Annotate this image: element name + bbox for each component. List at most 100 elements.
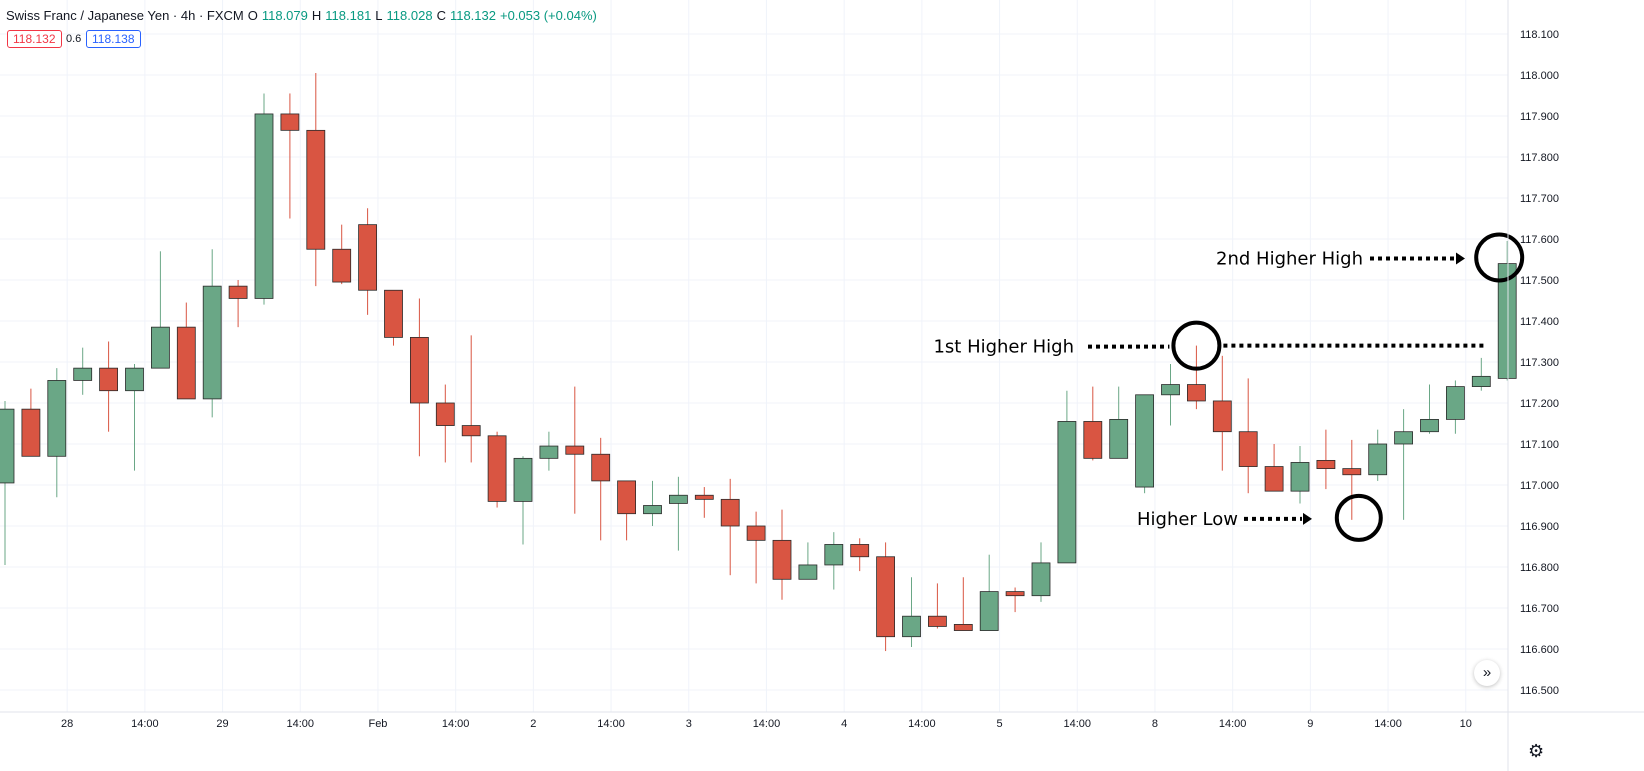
- time-tick-label: 14:00: [286, 718, 314, 730]
- candles[interactable]: [0, 72, 1517, 652]
- time-tick-label: 14:00: [908, 718, 936, 730]
- candle-down[interactable]: [876, 556, 895, 638]
- candle-up[interactable]: [1394, 431, 1413, 445]
- price-tick-label: 116.500: [1520, 685, 1559, 697]
- candle-up[interactable]: [125, 367, 144, 392]
- candle-down[interactable]: [332, 248, 352, 283]
- candle-down[interactable]: [384, 289, 403, 338]
- time-tick-label: 14:00: [131, 718, 159, 730]
- price-tick-label: 117.500: [1520, 275, 1559, 287]
- price-axis[interactable]: 118.100 118.000 117.900 117.800 117.700 117.6…: [1507, 0, 1559, 771]
- candle-up[interactable]: [1368, 443, 1388, 476]
- second-higher-high-circle: [1474, 232, 1525, 283]
- candle-up[interactable]: [539, 445, 559, 459]
- time-tick-label: 14:00: [442, 718, 470, 730]
- price-tick-label: 117.200: [1520, 398, 1559, 410]
- time-tick-label: 8: [1152, 718, 1158, 730]
- candle-down[interactable]: [1083, 421, 1103, 459]
- spread-value: 0.6: [66, 33, 82, 45]
- candle-down[interactable]: [928, 615, 947, 627]
- time-tick-label: 2: [530, 718, 536, 730]
- candle-up[interactable]: [798, 564, 818, 580]
- candle-up[interactable]: [254, 113, 274, 299]
- candle-down[interactable]: [617, 480, 636, 515]
- price-tick-label: 118.000: [1520, 70, 1559, 82]
- annotation-label: 1st Higher High: [933, 337, 1074, 358]
- ask-price-button[interactable]: 118.138: [86, 30, 141, 48]
- price-tick-label: 116.600: [1520, 644, 1559, 656]
- candle-down[interactable]: [565, 445, 585, 455]
- candle-up[interactable]: [0, 408, 15, 484]
- candle-up[interactable]: [1420, 418, 1439, 433]
- annotations: 1st Higher High 2nd Higher High Higher Low: [933, 232, 1525, 542]
- candle-down[interactable]: [1187, 384, 1206, 402]
- candle-down[interactable]: [850, 544, 870, 558]
- time-tick-label: 28: [61, 718, 73, 730]
- scroll-to-realtime-button[interactable]: »: [1474, 660, 1500, 686]
- candle-up[interactable]: [1031, 562, 1051, 597]
- candle-down[interactable]: [1212, 400, 1232, 433]
- candle-down[interactable]: [306, 129, 326, 250]
- candle-down[interactable]: [1238, 431, 1258, 467]
- candle-down[interactable]: [99, 367, 118, 392]
- close-value: 118.132: [449, 8, 496, 23]
- candle-down[interactable]: [1342, 468, 1362, 476]
- candle-up[interactable]: [1290, 462, 1310, 492]
- chart-settings-button[interactable]: ⚙: [1528, 741, 1544, 762]
- candle-down[interactable]: [461, 425, 481, 437]
- candle-down[interactable]: [280, 113, 300, 131]
- time-axis[interactable]: :002814:002914:00Feb14:00214:00314:00414…: [0, 711, 1644, 730]
- candle-down[interactable]: [720, 498, 740, 527]
- candle-up[interactable]: [824, 544, 844, 566]
- time-tick-label: 5: [996, 718, 1002, 730]
- high-value: 118.181: [325, 8, 372, 23]
- candle-down[interactable]: [1005, 591, 1025, 597]
- candle-up[interactable]: [1497, 263, 1517, 379]
- double-chevron-right-icon: »: [1482, 664, 1492, 681]
- candle-up[interactable]: [902, 615, 921, 638]
- symbol-title: Swiss Franc / Japanese Yen · 4h · FXCM: [6, 8, 244, 23]
- candle-up[interactable]: [47, 380, 67, 457]
- candle-up[interactable]: [669, 494, 688, 504]
- candle-up[interactable]: [1471, 375, 1491, 388]
- candle-up[interactable]: [513, 457, 533, 502]
- candle-up[interactable]: [979, 591, 999, 631]
- price-tick-label: 117.800: [1520, 152, 1559, 164]
- candle-down[interactable]: [228, 285, 248, 299]
- candle-down[interactable]: [21, 408, 41, 457]
- candle-down[interactable]: [591, 453, 611, 482]
- candle-up[interactable]: [1446, 386, 1465, 420]
- candle-down[interactable]: [772, 539, 792, 580]
- candle-down[interactable]: [746, 525, 766, 541]
- candle-down[interactable]: [487, 435, 507, 502]
- candle-up[interactable]: [73, 367, 93, 381]
- candle-up[interactable]: [1135, 394, 1154, 488]
- candle-down[interactable]: [694, 494, 714, 500]
- candle-down[interactable]: [358, 224, 378, 291]
- candle-up[interactable]: [202, 285, 222, 400]
- higher-low-circle: [1334, 493, 1383, 542]
- gear-icon: ⚙: [1528, 741, 1545, 761]
- symbol-legend: Swiss Franc / Japanese Yen · 4h · FXCM O…: [6, 8, 597, 23]
- candle-up[interactable]: [1161, 384, 1180, 396]
- time-tick-label: 29: [216, 718, 228, 730]
- candle-down[interactable]: [953, 624, 973, 631]
- time-tick-label: 10: [1460, 718, 1472, 730]
- candle-down[interactable]: [435, 402, 455, 426]
- arrow-head: [1303, 512, 1312, 525]
- time-tick-label: 9: [1307, 718, 1313, 730]
- candle-down[interactable]: [1316, 459, 1336, 469]
- price-tick-label: 117.300: [1520, 357, 1559, 369]
- price-tick-label: 116.700: [1520, 603, 1559, 615]
- candle-down[interactable]: [1264, 466, 1284, 492]
- candle-up[interactable]: [643, 505, 662, 515]
- price-tick-label: 118.100: [1520, 29, 1559, 41]
- bid-price-button[interactable]: 118.132: [7, 30, 62, 48]
- candle-down[interactable]: [176, 326, 196, 400]
- candle-down[interactable]: [409, 336, 429, 404]
- candle-up[interactable]: [1057, 421, 1077, 564]
- candle-up[interactable]: [1109, 418, 1129, 459]
- candle-up[interactable]: [150, 326, 170, 369]
- arrow-head: [1456, 252, 1465, 265]
